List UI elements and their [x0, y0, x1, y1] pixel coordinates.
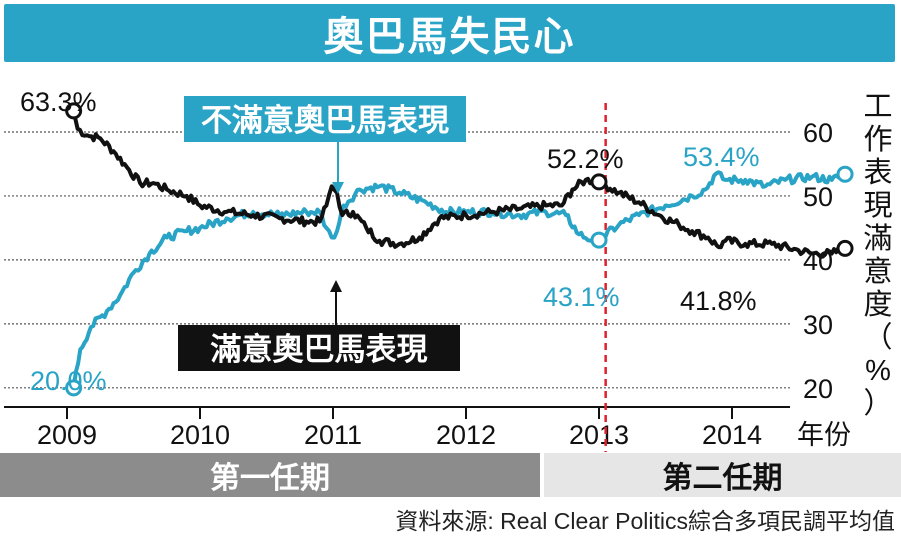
y-tick-label: 30 — [803, 310, 833, 340]
disapprove-marker-turn — [590, 231, 608, 249]
x-tick-label: 2013 — [569, 420, 629, 450]
approve-marker-turn — [590, 173, 608, 191]
source-note: 資料來源: Real Clear Politics綜合多項民調平均值 — [395, 508, 895, 534]
x-tick-label: 2009 — [37, 420, 97, 450]
approve-legend-box — [178, 325, 460, 371]
x-tick-label: 2010 — [170, 420, 230, 450]
data-label-turn-disapprove: 43.1% — [543, 282, 620, 312]
y-axis-title: 工作表現滿意度（%） — [863, 91, 892, 420]
data-label-start-approve: 63.3% — [20, 87, 97, 117]
disapprove-callout-arrow — [332, 182, 344, 194]
data-label-turn-approve: 52.2% — [547, 144, 624, 174]
first-term-band: 第一任期 — [0, 453, 540, 497]
approve-callout-arrow — [330, 280, 342, 292]
data-label-end-disapprove: 53.4% — [683, 142, 760, 172]
x-tick-label: 2014 — [702, 420, 762, 450]
x-tick-label: 2011 — [304, 420, 362, 450]
y-tick-label: 60 — [803, 118, 833, 148]
data-label-end-approve: 41.8% — [680, 286, 757, 316]
series-markers — [65, 102, 854, 397]
disapprove-series-line — [71, 170, 846, 389]
disapprove-legend-box — [184, 96, 466, 142]
x-axis-unit: 年份 — [797, 420, 851, 450]
x-tick-labels: 2009 2010 2011 2012 2013 2014 — [37, 420, 762, 450]
disapprove-legend-label: 不滿意奧巴馬表現 — [201, 103, 449, 138]
approve-legend-label: 滿意奧巴馬表現 — [211, 332, 428, 367]
data-label-start-disapprove: 20.0% — [30, 366, 107, 396]
approve-marker-start — [65, 102, 83, 120]
disapprove-marker-end — [836, 165, 854, 183]
second-term-band: 第二任期 — [544, 453, 901, 497]
x-tick-label: 2012 — [436, 420, 496, 450]
chart-title: 奧巴馬失民心 — [4, 4, 895, 62]
x-tick-marks — [66, 407, 733, 419]
y-tick-label: 50 — [803, 182, 833, 212]
approve-series-line — [71, 110, 847, 259]
disapprove-marker-start — [65, 379, 83, 397]
approve-marker-end — [836, 239, 854, 257]
y-tick-label: 20 — [803, 374, 833, 404]
